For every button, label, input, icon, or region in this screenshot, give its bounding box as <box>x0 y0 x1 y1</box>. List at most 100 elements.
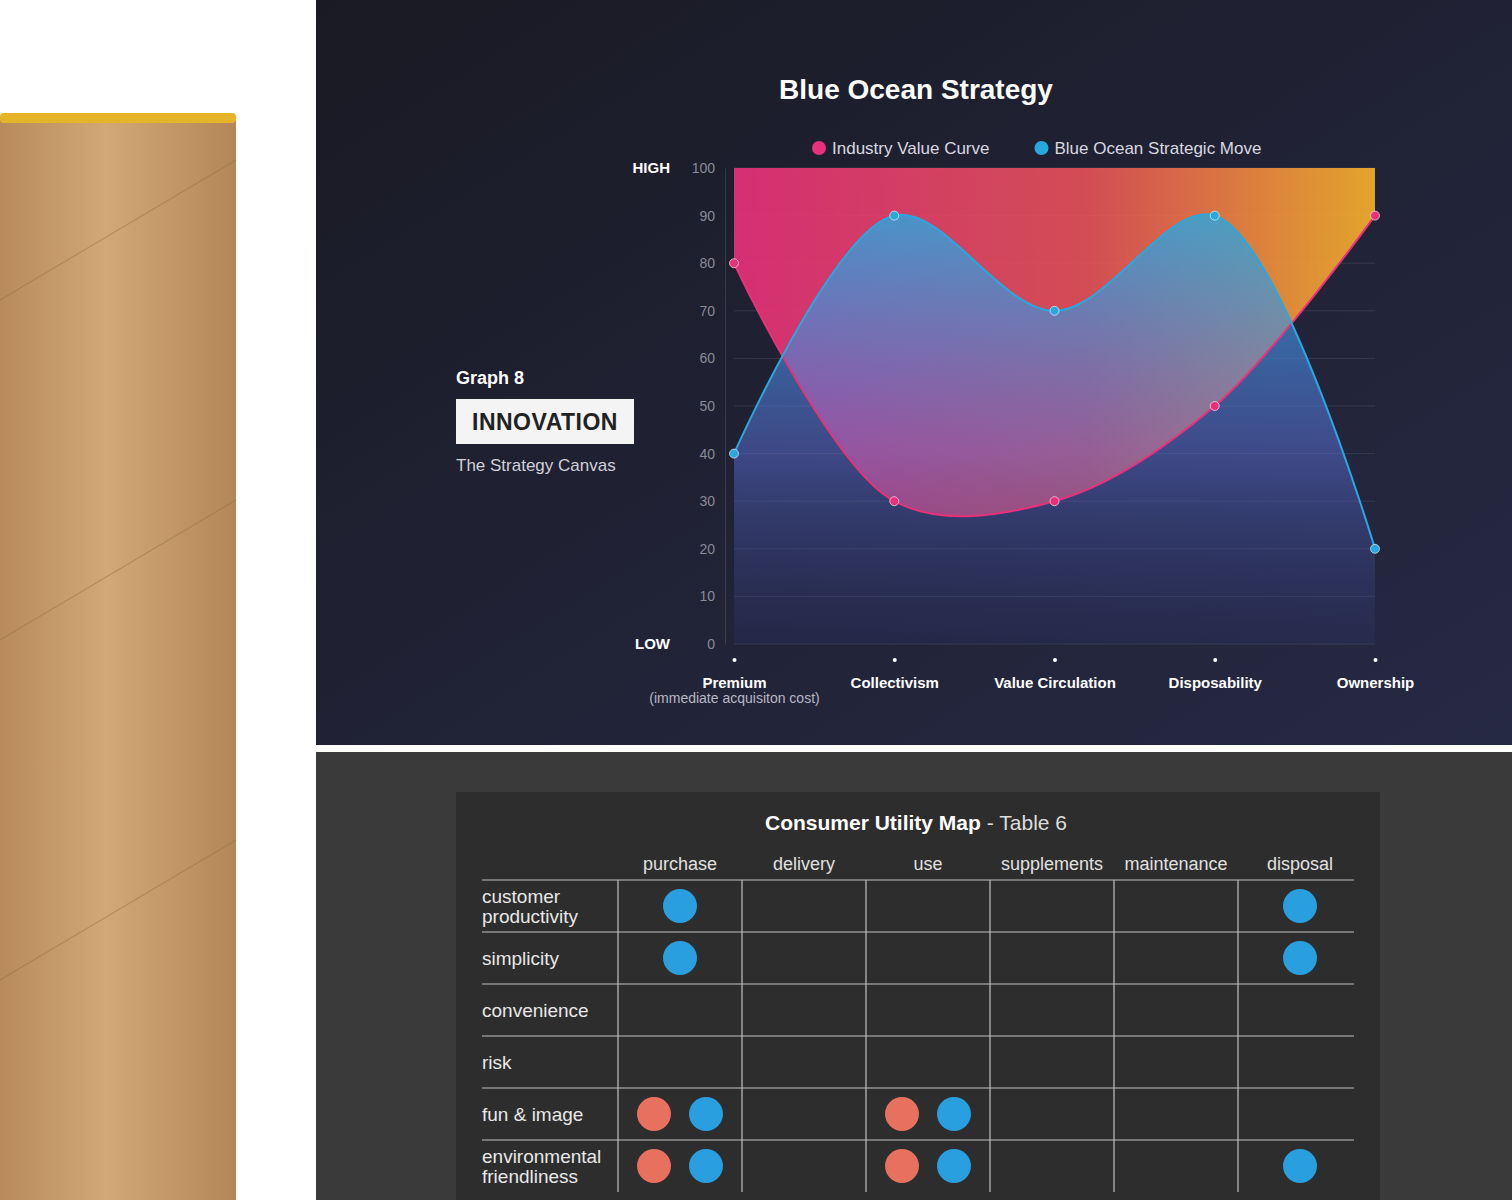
table-dot <box>937 1149 971 1183</box>
row-label-line: customer <box>482 886 561 907</box>
row-label: fun & image <box>482 1104 583 1125</box>
data-point <box>730 259 739 268</box>
x-tick-label-line: Value Circulation <box>994 674 1116 691</box>
x-tick-label-line: Premium <box>702 674 766 691</box>
x-tick: Premium(immediate acquisiton cost) <box>649 650 819 706</box>
row-label: convenience <box>482 1000 589 1021</box>
row-label-line: environmental <box>482 1146 601 1167</box>
row-rule <box>482 1139 1354 1140</box>
table-dot <box>689 1097 723 1131</box>
grid <box>734 168 1375 644</box>
x-axis-line <box>735 650 1376 651</box>
column-header: disposal <box>1267 854 1333 874</box>
table-title-main: Consumer Utility Map <box>765 811 981 834</box>
row-label: simplicity <box>482 948 560 969</box>
x-tick-label-line: Ownership <box>1337 674 1415 691</box>
table-dot <box>663 941 697 975</box>
table-dot <box>637 1149 671 1183</box>
legend-label: Blue Ocean Strategic Move <box>1054 139 1261 158</box>
data-point <box>1210 402 1219 411</box>
y-tick-label: 0 <box>707 636 715 652</box>
legend-swatch <box>1034 141 1048 155</box>
column-rule <box>741 880 742 1192</box>
legend-label: Industry Value Curve <box>832 139 989 158</box>
x-tick-label: Ownership <box>1337 674 1415 691</box>
y-tick-label: 100 <box>692 160 716 176</box>
plot-area <box>730 168 1380 644</box>
row-label: environmentalfriendliness <box>482 1146 601 1187</box>
y-tick: 80 <box>699 255 725 271</box>
x-tick-label: Disposability <box>1169 674 1263 691</box>
data-point <box>730 449 739 458</box>
mailing-tube <box>0 120 236 1200</box>
table-title: Consumer Utility Map - Table 6 <box>765 811 1067 834</box>
y-tick: 40 <box>699 446 725 462</box>
y-tick: 70 <box>699 303 725 319</box>
table-dot <box>637 1097 671 1131</box>
data-point <box>1210 211 1219 220</box>
row-rule <box>482 1035 1354 1036</box>
data-point <box>890 211 899 220</box>
column-header: purchase <box>643 854 717 874</box>
row-label-line: productivity <box>482 906 579 927</box>
x-tick-dot <box>893 658 897 662</box>
y-tick-label: 50 <box>699 398 715 414</box>
tube-seam <box>0 500 236 640</box>
x-axis: Premium(immediate acquisiton cost) Collec… <box>649 650 1414 706</box>
table-panel <box>456 792 1380 1200</box>
x-tick-label-line: Disposability <box>1169 674 1263 691</box>
y-tick-label: 30 <box>699 493 715 509</box>
column-header: supplements <box>1001 854 1103 874</box>
table-dot <box>1283 1149 1317 1183</box>
column-rule <box>865 880 866 1192</box>
y-tick-label: 80 <box>699 255 715 271</box>
x-tick: Collectivism <box>851 650 939 691</box>
x-tick-dot <box>1213 658 1217 662</box>
y-tick: 10 <box>699 588 725 604</box>
label-box <box>456 399 634 444</box>
x-tick-label: Value Circulation <box>994 674 1116 691</box>
y-tick: 20 <box>699 541 725 557</box>
poster-bottom <box>316 752 1512 1200</box>
graph-number: Graph 8 <box>456 368 524 388</box>
y-tick: 30 <box>699 493 725 509</box>
table-subtitle: - Table 6 <box>987 811 1067 834</box>
column-header: delivery <box>773 854 835 874</box>
row-label-line: simplicity <box>482 948 560 969</box>
legend-item: Industry Value Curve <box>812 139 989 158</box>
column-rule <box>617 880 618 1192</box>
page-background <box>0 0 1512 1200</box>
series-line <box>734 214 1375 548</box>
tube-seam <box>0 160 236 300</box>
column-rule <box>989 880 990 1192</box>
data-point <box>890 497 899 506</box>
x-tick: Disposability <box>1169 650 1263 691</box>
x-tick-dot <box>1374 658 1378 662</box>
y-end-label: HIGH <box>633 159 671 176</box>
row-rule <box>482 983 1354 984</box>
x-tick-label: Collectivism <box>851 674 939 691</box>
y-tick-label: 60 <box>699 350 715 366</box>
data-point <box>1371 211 1380 220</box>
table-dot <box>689 1149 723 1183</box>
row-label-line: risk <box>482 1052 512 1073</box>
data-point <box>1050 306 1059 315</box>
x-tick-label-line: Collectivism <box>851 674 939 691</box>
row-rule <box>482 931 1354 932</box>
y-tick-label: 90 <box>699 208 715 224</box>
table-dot <box>885 1149 919 1183</box>
column-header: use <box>913 854 942 874</box>
data-point <box>1371 544 1380 553</box>
row-label-line: fun & image <box>482 1104 583 1125</box>
row-label: risk <box>482 1052 512 1073</box>
canvas: Blue Ocean StrategyIndustry Value CurveB… <box>0 0 1512 1200</box>
y-end-label: LOW <box>635 635 671 652</box>
y-axis-line <box>725 169 726 645</box>
table-dot <box>663 889 697 923</box>
row-label-line: convenience <box>482 1000 589 1021</box>
row-label: customerproductivity <box>482 886 579 927</box>
y-tick: 100 <box>692 160 725 176</box>
column-rule <box>1113 880 1114 1192</box>
y-tick-label: 40 <box>699 446 715 462</box>
table-dot <box>885 1097 919 1131</box>
